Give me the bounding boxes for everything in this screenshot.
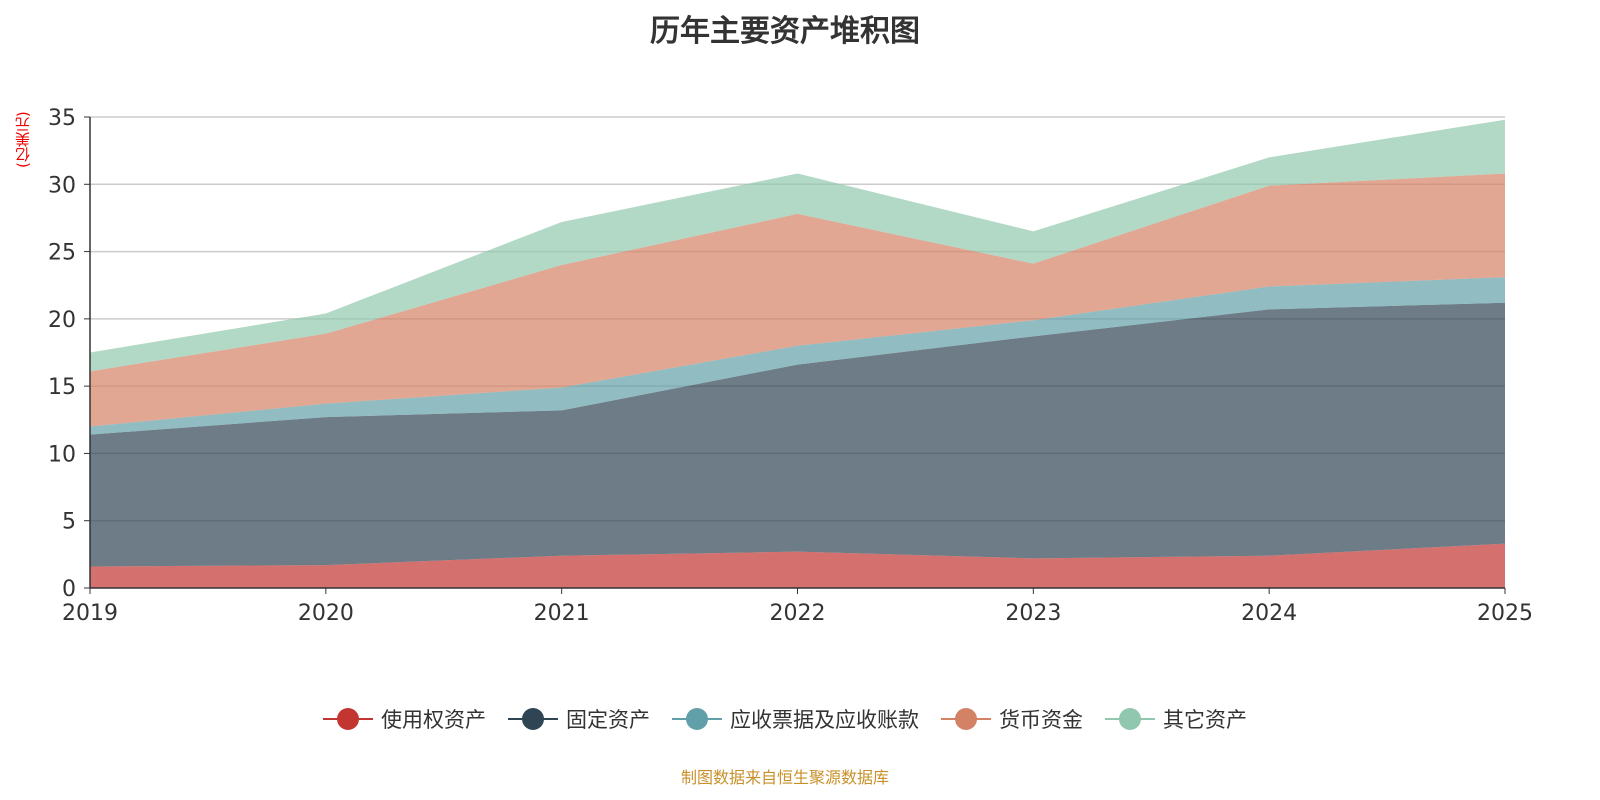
y-tick-label: 0 <box>62 577 76 602</box>
x-tick-label: 2025 <box>1477 601 1533 626</box>
legend-item[interactable]: 其它资产 <box>1105 704 1247 734</box>
legend-label: 固定资产 <box>566 708 650 732</box>
y-tick-label: 35 <box>48 106 76 131</box>
y-tick-label: 30 <box>48 173 76 198</box>
y-tick-label: 5 <box>62 510 76 535</box>
legend-item[interactable]: 固定资产 <box>508 704 650 734</box>
y-tick-label: 10 <box>48 442 76 467</box>
legend-item[interactable]: 使用权资产 <box>323 704 486 734</box>
legend: 使用权资产 固定资产 应收票据及应收账款 货币资金 其它资产 <box>0 704 1570 734</box>
data-source-note: 制图数据来自恒生聚源数据库 <box>680 768 889 787</box>
legend-marker-icon <box>941 707 991 731</box>
area-series-3 <box>90 173 1505 427</box>
chart-title: 历年主要资产堆积图 <box>650 14 920 49</box>
legend-label: 其它资产 <box>1163 708 1247 732</box>
legend-label: 应收票据及应收账款 <box>730 708 919 732</box>
legend-marker-icon <box>672 707 722 731</box>
legend-label: 使用权资产 <box>381 708 486 732</box>
legend-marker-icon <box>323 707 373 731</box>
area-series-4 <box>90 119 1505 372</box>
legend-marker-icon <box>508 707 558 731</box>
legend-item[interactable]: 货币资金 <box>941 704 1083 734</box>
y-tick-label: 15 <box>48 375 76 400</box>
x-tick-label: 2020 <box>298 601 354 626</box>
x-tick-label: 2019 <box>62 601 118 626</box>
area-series-0 <box>90 543 1505 588</box>
y-tick-label: 25 <box>48 241 76 266</box>
x-tick-label: 2024 <box>1241 601 1297 626</box>
area-series-1 <box>90 302 1505 567</box>
legend-label: 货币资金 <box>999 708 1083 732</box>
x-tick-label: 2022 <box>770 601 826 626</box>
y-tick-label: 20 <box>48 308 76 333</box>
x-tick-label: 2023 <box>1005 601 1061 626</box>
x-tick-label: 2021 <box>534 601 590 626</box>
legend-item[interactable]: 应收票据及应收账款 <box>672 704 919 734</box>
area-series-2 <box>90 277 1505 435</box>
legend-marker-icon <box>1105 707 1155 731</box>
